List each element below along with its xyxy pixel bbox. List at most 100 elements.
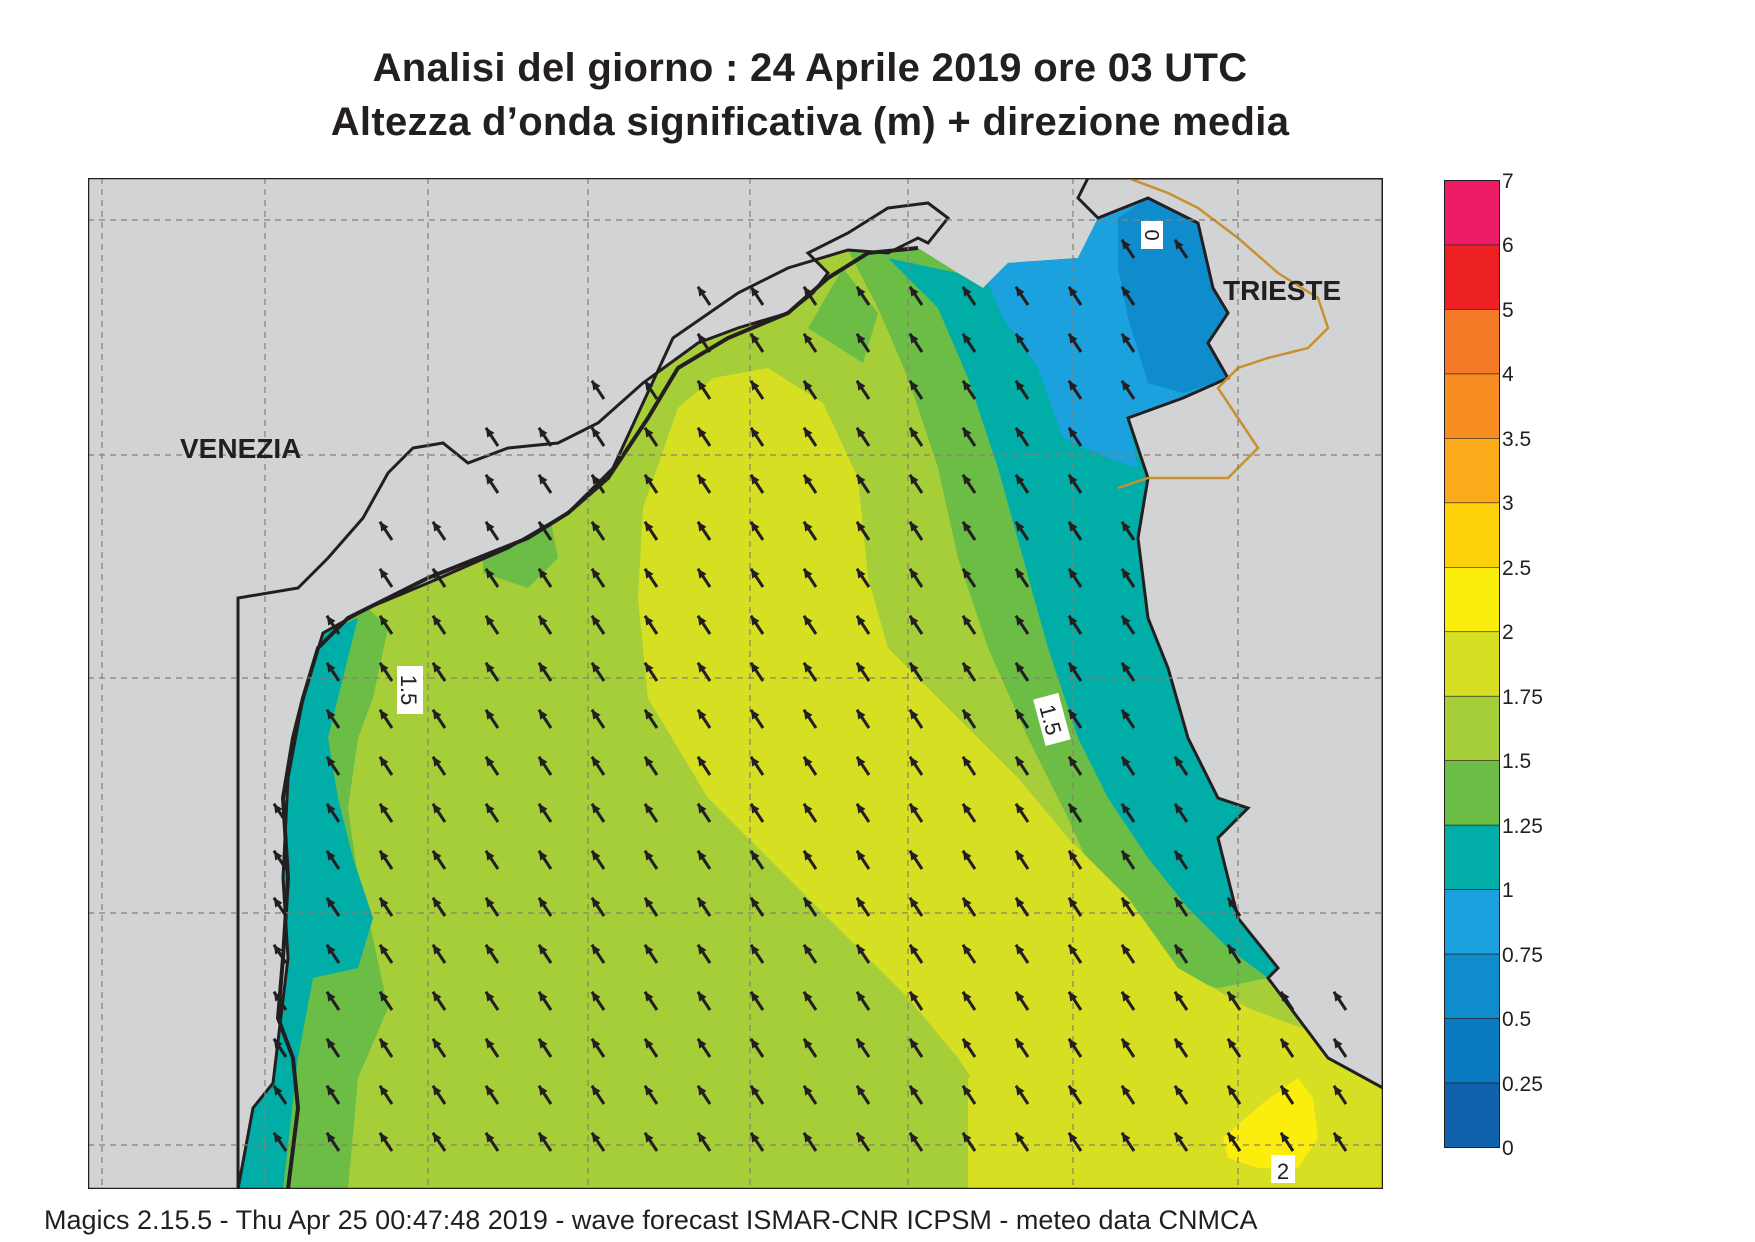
wave-arrow-head: [432, 521, 442, 532]
wave-arrow-head: [485, 474, 495, 485]
wave-arrow-head: [1280, 991, 1290, 1002]
wave-arrow-head: [697, 1132, 707, 1143]
wave-arrow-head: [644, 897, 654, 908]
legend-level-label: 3.5: [1502, 427, 1532, 451]
wave-arrow-head: [1068, 756, 1078, 767]
wave-arrow-head: [591, 850, 601, 861]
wave-arrow-head: [962, 991, 972, 1002]
istria-land: [1076, 178, 1383, 1090]
wave-arrow-head: [1068, 897, 1078, 908]
wave-arrow-head: [1015, 991, 1025, 1002]
legend-band: [1444, 566, 1500, 633]
wave-arrow-head: [538, 474, 548, 485]
wave-arrow-head: [273, 991, 283, 1002]
wave-arrow-head: [538, 427, 548, 438]
legend-band: [1444, 824, 1500, 890]
wave-arrow-head: [591, 803, 601, 814]
legend-band: [1444, 309, 1500, 375]
wave-arrow-head: [856, 286, 866, 297]
wave-arrow-head: [1121, 239, 1131, 250]
wave-arrow-head: [326, 1132, 336, 1143]
wave-arrow-head: [962, 521, 972, 532]
venice-land: [236, 201, 951, 1189]
contour-label-bottom-text: 2: [1277, 1159, 1289, 1184]
wave-arrow-head: [273, 897, 283, 908]
wave-arrow-head: [750, 897, 760, 908]
wave-arrow-head: [1068, 709, 1078, 720]
wave-arrow-head: [1174, 1038, 1184, 1049]
wave-arrow-head: [697, 474, 707, 485]
legend-band: [1444, 953, 1500, 1019]
wave-arrow-head: [803, 709, 813, 720]
wave-arrow-head: [750, 615, 760, 626]
wave-arrow-head: [1121, 662, 1131, 673]
wave-arrow-head: [1068, 662, 1078, 673]
wave-arrow-head: [909, 709, 919, 720]
wave-arrow-head: [1174, 991, 1184, 1002]
wave-arrow-head: [644, 709, 654, 720]
wave-arrow-head: [750, 756, 760, 767]
wave-arrow-head: [485, 709, 495, 720]
wave-arrow-head: [538, 1132, 548, 1143]
wave-arrow-head: [1015, 803, 1025, 814]
wave-arrow-head: [909, 474, 919, 485]
wave-arrow-head: [1121, 615, 1131, 626]
legend-band: [1444, 760, 1500, 826]
legend-level-label: 0.25: [1502, 1072, 1543, 1096]
wave-arrow-head: [591, 756, 601, 767]
wave-arrow-head: [1280, 1038, 1290, 1049]
wave-arrow-head: [1121, 286, 1131, 297]
map-subtitle: Altezza d’onda significativa (m) + direz…: [330, 100, 1290, 144]
wave-arrow-head: [644, 756, 654, 767]
wave-arrow-head: [1068, 803, 1078, 814]
wave-arrow-head: [1227, 1132, 1237, 1143]
wave-arrow-head: [856, 333, 866, 344]
wave-arrow-head: [750, 1038, 760, 1049]
wave-arrow-head: [644, 1132, 654, 1143]
legend-level-label: 6: [1502, 234, 1514, 258]
wave-arrow-head: [1121, 333, 1131, 344]
wave-arrow-head: [1121, 991, 1131, 1002]
wave-arrow-head: [644, 474, 654, 485]
wave-arrow-head: [485, 1085, 495, 1096]
wave-arrow-head: [1015, 568, 1025, 579]
wave-arrow-head: [1015, 615, 1025, 626]
wave-arrow-head: [1015, 474, 1025, 485]
wave-arrow-head: [697, 709, 707, 720]
wave-arrow-head: [909, 1085, 919, 1096]
wave-arrow-head: [1068, 286, 1078, 297]
wave-arrow-head: [856, 1132, 866, 1143]
wave-arrow-head: [379, 897, 389, 908]
wave-arrow-head: [432, 662, 442, 673]
wave-arrow-head: [379, 803, 389, 814]
wave-arrow-head: [1068, 944, 1078, 955]
wave-arrow-head: [697, 850, 707, 861]
legend-band: [1444, 889, 1500, 955]
legend-level-label: 1: [1502, 879, 1514, 903]
wave-arrow-head: [326, 662, 336, 673]
wave-arrow-head: [591, 662, 601, 673]
wave-arrow-head: [1280, 1085, 1290, 1096]
legend-band: [1444, 502, 1500, 568]
wave-arrow-head: [803, 333, 813, 344]
wave-arrow-head: [803, 380, 813, 391]
wave-arrow-head: [856, 380, 866, 391]
wave-arrow-head: [1121, 1038, 1131, 1049]
wave-arrow-head: [485, 897, 495, 908]
wave-arrow-head: [1068, 850, 1078, 861]
wave-arrow-head: [962, 662, 972, 673]
wave-arrow-head: [962, 1132, 972, 1143]
wave-arrow-head: [803, 568, 813, 579]
wave-arrow-head: [591, 1038, 601, 1049]
wave-arrow-head: [1068, 521, 1078, 532]
contour-label-top: 0: [1140, 221, 1163, 249]
wave-arrow-head: [909, 568, 919, 579]
wave-arrow-head: [1015, 333, 1025, 344]
wave-arrow-head: [856, 662, 866, 673]
wave-arrow-head: [538, 615, 548, 626]
wave-arrow-head: [697, 521, 707, 532]
wave-arrow-head: [326, 615, 336, 626]
wave-arrow-head: [909, 333, 919, 344]
wave-arrow-head: [1068, 380, 1078, 391]
wave-arrow-head: [750, 803, 760, 814]
